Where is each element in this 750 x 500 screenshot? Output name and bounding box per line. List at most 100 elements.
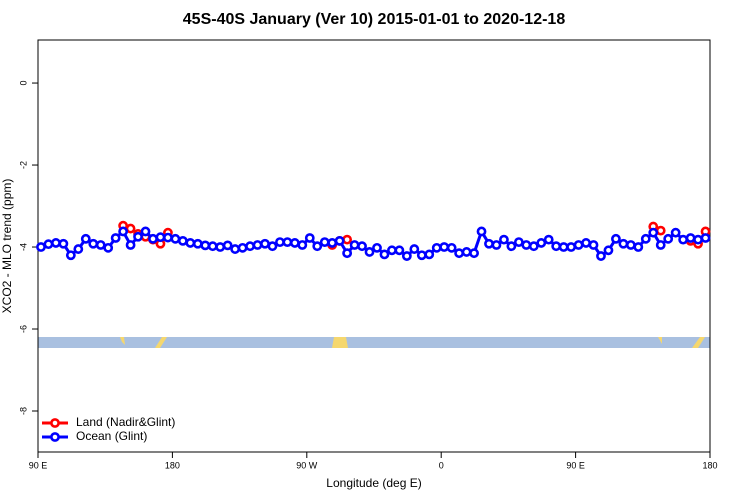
point: [543, 234, 554, 245]
point: [409, 244, 420, 254]
point: [581, 238, 591, 248]
point: [95, 240, 106, 250]
point: [611, 233, 621, 244]
point: [51, 238, 61, 248]
point: [267, 241, 278, 252]
point: [73, 244, 84, 254]
point: [558, 242, 569, 252]
point: [215, 242, 226, 252]
x-tick-label: 180: [702, 460, 717, 470]
x-axis-label: Longitude (deg E): [326, 476, 421, 490]
point: [670, 227, 681, 238]
point: [513, 237, 524, 248]
point: [461, 247, 472, 257]
point: [342, 234, 353, 245]
point: [245, 241, 255, 252]
point: [663, 233, 674, 244]
point: [342, 248, 353, 259]
y-axis-label: XCO2 - MLO trend (ppm): [0, 179, 14, 314]
point: [282, 237, 293, 248]
point: [80, 233, 91, 244]
x-tick-label: 90 E: [566, 460, 585, 470]
point: [125, 223, 136, 234]
point: [648, 227, 659, 238]
point: [110, 233, 121, 243]
point: [222, 240, 233, 251]
x-tick-label: 180: [165, 460, 180, 470]
point: [312, 241, 323, 252]
point: [327, 238, 338, 248]
point: [506, 241, 517, 252]
point: [334, 235, 345, 246]
point: [163, 232, 173, 243]
point: [491, 240, 502, 250]
x-tick-label: 90 E: [29, 460, 48, 470]
point: [372, 242, 382, 253]
point: [379, 249, 390, 260]
point: [431, 242, 442, 253]
y-tick-label: -8: [18, 407, 28, 415]
point: [43, 239, 54, 250]
point: [297, 240, 308, 250]
legend-label: Land (Nadir&Glint): [76, 415, 175, 429]
point: [439, 242, 450, 252]
y-tick-label: -6: [18, 325, 28, 333]
x-tick-label: 0: [439, 460, 444, 470]
point: [484, 238, 494, 249]
point: [237, 242, 248, 253]
point: [416, 250, 427, 261]
point: [177, 235, 188, 246]
point: [603, 245, 614, 256]
point: [566, 242, 577, 252]
point: [693, 234, 703, 245]
point: [58, 238, 69, 249]
point: [685, 233, 696, 243]
point: [364, 247, 375, 257]
point: [275, 237, 285, 248]
point: [260, 238, 270, 249]
point: [103, 242, 114, 253]
point: [125, 240, 136, 250]
point: [230, 244, 241, 254]
point: [148, 233, 158, 244]
point: [618, 238, 629, 249]
point: [65, 250, 76, 261]
point: [596, 251, 606, 261]
y-tick-label: 0: [18, 81, 28, 86]
legend-marker: [50, 418, 60, 428]
point: [655, 240, 666, 250]
point: [88, 238, 99, 249]
point: [476, 226, 487, 237]
chart-title: 45S-40S January (Ver 10) 2015-01-01 to 2…: [183, 11, 566, 28]
point: [528, 241, 539, 252]
point: [170, 233, 181, 244]
point: [573, 240, 584, 250]
point: [655, 225, 666, 236]
point: [640, 233, 651, 244]
map-strip: [38, 337, 710, 348]
legend-marker: [50, 432, 60, 442]
point: [499, 234, 509, 245]
point: [349, 240, 360, 250]
point: [319, 237, 330, 248]
point: [155, 232, 166, 243]
point: [469, 248, 479, 259]
point: [192, 238, 203, 249]
point: [36, 242, 46, 252]
point: [394, 245, 405, 256]
point: [446, 242, 457, 253]
point: [207, 241, 218, 252]
point: [289, 238, 300, 248]
point: [588, 240, 599, 250]
point: [551, 241, 562, 252]
point: [700, 233, 711, 243]
point: [140, 226, 151, 237]
point: [633, 242, 644, 252]
point: [304, 233, 315, 243]
legend-label: Ocean (Glint): [76, 429, 147, 443]
x-tick-label: 90 W: [296, 460, 318, 470]
y-tick-label: -4: [18, 243, 28, 251]
point: [200, 240, 211, 251]
point: [678, 234, 689, 245]
